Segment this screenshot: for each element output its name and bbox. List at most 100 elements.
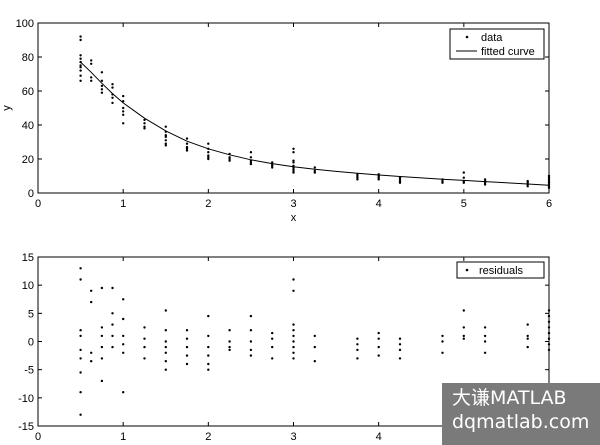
residual-point xyxy=(228,329,231,332)
residual-point xyxy=(398,357,402,360)
data-point xyxy=(185,149,189,152)
data-point xyxy=(79,60,82,64)
x-tick-label: 0 xyxy=(35,198,41,210)
data-points xyxy=(79,35,551,190)
legend-fitted-curve-label: fitted curve xyxy=(481,46,535,58)
data-point xyxy=(547,174,551,178)
residual-point xyxy=(313,360,316,363)
data-point xyxy=(249,162,253,166)
data-point xyxy=(292,168,295,171)
residual-point xyxy=(228,348,231,352)
residual-point xyxy=(249,314,253,318)
data-point xyxy=(377,176,380,179)
x-tick-label: 3 xyxy=(290,431,296,443)
data-point xyxy=(292,159,295,162)
data-point xyxy=(111,83,114,86)
data-point xyxy=(292,171,295,174)
watermark-line-2: dqmatlab.com xyxy=(452,411,589,433)
data-point xyxy=(313,166,316,169)
residual-point xyxy=(207,345,210,349)
data-point xyxy=(100,84,104,88)
data-point xyxy=(292,147,295,150)
data-point xyxy=(249,151,253,154)
data-point xyxy=(90,62,93,65)
x-tick-label: 2 xyxy=(205,198,211,210)
data-point xyxy=(547,185,551,188)
data-point xyxy=(483,179,487,183)
data-point xyxy=(526,181,529,184)
data-point xyxy=(111,93,114,96)
data-point xyxy=(143,118,146,122)
data-point xyxy=(292,169,295,173)
watermark-background xyxy=(442,383,600,445)
data-point xyxy=(122,100,125,103)
data-point xyxy=(228,159,231,162)
residual-point xyxy=(398,343,402,346)
data-point xyxy=(79,57,82,60)
y-tick-label: 0 xyxy=(28,188,34,200)
data-point xyxy=(249,161,253,164)
residual-point xyxy=(526,345,529,349)
residual-point xyxy=(164,360,167,363)
residual-point xyxy=(441,334,444,338)
residual-point xyxy=(356,348,359,352)
residual-point xyxy=(249,340,253,343)
data-point xyxy=(143,127,146,130)
residual-point xyxy=(271,337,274,340)
y-tick-label: 10 xyxy=(22,280,34,292)
data-point xyxy=(271,166,274,169)
residual-point xyxy=(207,334,210,338)
residual-point xyxy=(398,337,402,340)
residual-point xyxy=(207,354,210,357)
data-point xyxy=(356,176,359,179)
x-tick-label: 4 xyxy=(376,431,382,443)
residual-point xyxy=(483,326,487,329)
residual-point xyxy=(547,320,551,323)
data-point xyxy=(164,130,167,133)
data-point xyxy=(462,171,465,174)
residual-point xyxy=(207,314,210,318)
data-point xyxy=(356,174,359,178)
fit-plot-y-label: y xyxy=(1,105,13,111)
data-point xyxy=(271,161,274,164)
data-point xyxy=(547,178,551,181)
data-point xyxy=(441,179,444,183)
residual-point xyxy=(185,345,189,349)
data-point xyxy=(313,171,316,174)
data-point xyxy=(122,113,125,117)
residual-point xyxy=(398,348,402,352)
residual-point xyxy=(547,348,551,352)
data-point xyxy=(228,156,231,159)
data-point xyxy=(228,157,231,161)
data-point xyxy=(207,142,210,145)
residual-point xyxy=(462,337,465,340)
residual-point xyxy=(271,345,274,349)
y-tick-label: 60 xyxy=(22,86,34,98)
data-point xyxy=(207,151,210,154)
residual-point xyxy=(79,278,82,281)
data-point xyxy=(164,134,167,137)
residual-point xyxy=(526,334,529,338)
data-point xyxy=(100,71,104,74)
fit-plot-legend: data fitted curve xyxy=(449,28,545,60)
residual-point xyxy=(483,334,487,338)
residual-point xyxy=(483,340,487,343)
residual-point xyxy=(228,345,231,349)
data-point xyxy=(111,101,114,105)
residual-point xyxy=(143,345,146,349)
data-point xyxy=(398,176,402,179)
residual-point xyxy=(90,300,93,304)
residual-point xyxy=(122,298,125,301)
residual-point xyxy=(462,334,465,338)
x-tick-label: 5 xyxy=(461,198,467,210)
residual-point xyxy=(122,391,125,394)
data-point xyxy=(122,106,125,110)
residual-point xyxy=(271,331,274,335)
data-point xyxy=(90,79,93,83)
residual-point xyxy=(143,326,146,329)
data-point xyxy=(122,94,125,98)
data-point xyxy=(547,176,551,179)
residual-point xyxy=(462,326,465,329)
residual-point xyxy=(185,337,189,340)
